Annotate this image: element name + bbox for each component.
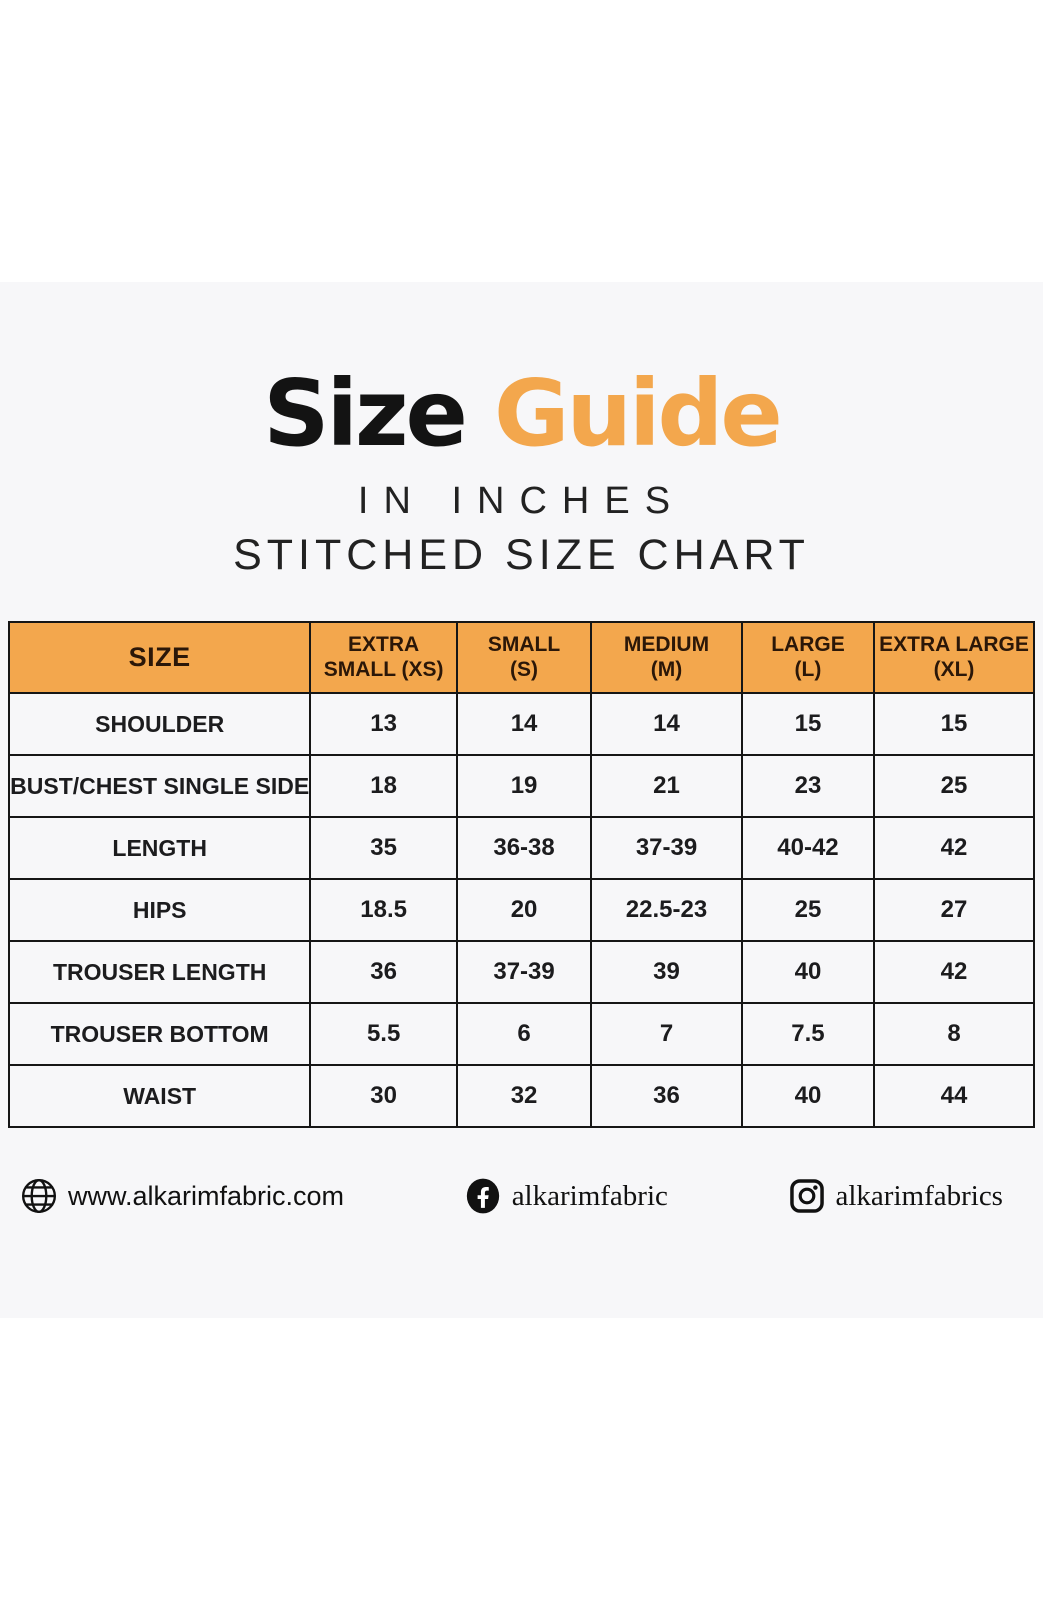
cell-value: 20 <box>455 878 593 942</box>
footer-instagram: alkarimfabrics <box>788 1177 1003 1215</box>
table-row: HIPS 18.5 20 22.5-23 25 27 <box>7 878 1035 942</box>
cell-value: 35 <box>309 816 458 880</box>
cell-value: 14 <box>455 692 593 756</box>
cell-value: 25 <box>740 878 876 942</box>
col-header-large: LARGE (L) <box>740 621 876 694</box>
subtitle-stitched-size-chart: STITCHED SIZE CHART <box>233 531 810 579</box>
col-header-medium: MEDIUM (M) <box>590 621 743 694</box>
col-header-size: SIZE <box>7 621 312 694</box>
footer: www.alkarimfabric.com alkarimfabric alka… <box>0 1168 1043 1224</box>
cell-value: 8 <box>873 1002 1035 1066</box>
cell-value: 25 <box>873 754 1035 818</box>
cell-value: 19 <box>455 754 593 818</box>
facebook-handle: alkarimfabric <box>511 1179 668 1212</box>
title-word-size: Size <box>263 360 468 467</box>
cell-value: 6 <box>455 1002 593 1066</box>
cell-value: 42 <box>873 940 1035 1004</box>
row-label-trouser-bottom: TROUSER BOTTOM <box>7 1002 312 1066</box>
col-header-extra-small: EXTRA SMALL (XS) <box>309 621 458 694</box>
cell-value: 18 <box>309 754 458 818</box>
cell-value: 7.5 <box>740 1002 876 1066</box>
instagram-handle: alkarimfabrics <box>835 1179 1003 1212</box>
row-label-bust-chest: BUST/CHEST SINGLE SIDE <box>7 754 312 818</box>
cell-value: 42 <box>873 816 1035 880</box>
cell-value: 40 <box>740 1064 876 1128</box>
cell-value: 37-39 <box>590 816 743 880</box>
title-word-guide: Guide <box>493 360 783 467</box>
footer-facebook: alkarimfabric <box>464 1177 668 1215</box>
cell-value: 22.5-23 <box>590 878 743 942</box>
instagram-icon <box>788 1177 826 1215</box>
table-row: SHOULDER 13 14 14 15 15 <box>7 692 1035 756</box>
cell-value: 13 <box>309 692 458 756</box>
page-title: Size Guide <box>0 368 1043 460</box>
cell-value: 37-39 <box>455 940 593 1004</box>
cell-value: 21 <box>590 754 743 818</box>
cell-value: 18.5 <box>309 878 458 942</box>
table-row: LENGTH 35 36-38 37-39 40-42 42 <box>7 816 1035 880</box>
table-row: WAIST 30 32 36 40 44 <box>7 1064 1035 1128</box>
cell-value: 44 <box>873 1064 1035 1128</box>
cell-value: 14 <box>590 692 743 756</box>
col-header-extra-large: EXTRA LARGE (XL) <box>873 621 1035 694</box>
cell-value: 15 <box>873 692 1035 756</box>
row-label-shoulder: SHOULDER <box>7 692 312 756</box>
row-label-length: LENGTH <box>7 816 312 880</box>
cell-value: 40-42 <box>740 816 876 880</box>
size-chart-table: SIZE EXTRA SMALL (XS) SMALL (S) MEDIUM (… <box>7 621 1035 1128</box>
subtitle-in-inches: IN INCHES <box>357 480 686 522</box>
cell-value: 7 <box>590 1002 743 1066</box>
table-row: TROUSER BOTTOM 5.5 6 7 7.5 8 <box>7 1002 1035 1066</box>
col-header-small: SMALL (S) <box>455 621 593 694</box>
row-label-hips: HIPS <box>7 878 312 942</box>
cell-value: 36 <box>309 940 458 1004</box>
cell-value: 23 <box>740 754 876 818</box>
website-url: www.alkarimfabric.com <box>68 1180 345 1211</box>
facebook-icon <box>464 1177 502 1215</box>
cell-value: 5.5 <box>309 1002 458 1066</box>
row-label-trouser-length: TROUSER LENGTH <box>7 940 312 1004</box>
table-row: BUST/CHEST SINGLE SIDE 18 19 21 23 25 <box>7 754 1035 818</box>
cell-value: 30 <box>309 1064 458 1128</box>
globe-icon <box>20 1177 58 1215</box>
cell-value: 39 <box>590 940 743 1004</box>
title-block: Size Guide IN INCHES STITCHED SIZE CHART <box>0 368 1043 580</box>
cell-value: 36-38 <box>455 816 593 880</box>
footer-website: www.alkarimfabric.com <box>20 1177 344 1215</box>
cell-value: 32 <box>455 1064 593 1128</box>
table-header-row: SIZE EXTRA SMALL (XS) SMALL (S) MEDIUM (… <box>7 621 1035 694</box>
cell-value: 27 <box>873 878 1035 942</box>
cell-value: 36 <box>590 1064 743 1128</box>
row-label-waist: WAIST <box>7 1064 312 1128</box>
table-row: TROUSER LENGTH 36 37-39 39 40 42 <box>7 940 1035 1004</box>
cell-value: 15 <box>740 692 876 756</box>
cell-value: 40 <box>740 940 876 1004</box>
